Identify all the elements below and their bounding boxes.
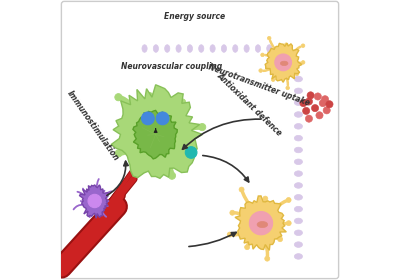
Ellipse shape xyxy=(294,242,302,248)
Circle shape xyxy=(295,72,299,76)
Ellipse shape xyxy=(267,45,272,52)
Text: Energy source: Energy source xyxy=(164,12,225,21)
Circle shape xyxy=(300,99,307,107)
Polygon shape xyxy=(133,110,177,159)
Text: Neurotransmitter uptake: Neurotransmitter uptake xyxy=(207,62,311,107)
Circle shape xyxy=(249,211,273,235)
Circle shape xyxy=(314,93,322,100)
Circle shape xyxy=(271,78,275,81)
Circle shape xyxy=(142,112,154,125)
Circle shape xyxy=(305,115,312,122)
Circle shape xyxy=(323,107,330,114)
Circle shape xyxy=(322,96,329,103)
Circle shape xyxy=(230,210,235,215)
Circle shape xyxy=(118,120,125,127)
Text: Immunostimulation: Immunostimulation xyxy=(66,89,121,163)
Circle shape xyxy=(182,150,190,157)
Text: Neurovascular coupling: Neurovascular coupling xyxy=(121,62,222,71)
Polygon shape xyxy=(111,85,202,178)
Circle shape xyxy=(286,86,290,90)
Ellipse shape xyxy=(294,135,302,141)
Circle shape xyxy=(301,60,305,64)
Ellipse shape xyxy=(294,254,302,259)
Ellipse shape xyxy=(294,147,302,153)
Ellipse shape xyxy=(294,76,302,82)
Circle shape xyxy=(115,150,122,157)
Ellipse shape xyxy=(294,218,302,224)
Circle shape xyxy=(307,92,314,99)
Ellipse shape xyxy=(153,45,158,52)
Circle shape xyxy=(239,187,244,192)
Circle shape xyxy=(275,54,292,71)
Ellipse shape xyxy=(176,45,181,52)
Ellipse shape xyxy=(294,230,302,235)
Circle shape xyxy=(284,43,288,46)
Circle shape xyxy=(227,232,232,237)
Polygon shape xyxy=(265,43,302,82)
Polygon shape xyxy=(80,185,108,218)
Ellipse shape xyxy=(294,100,302,106)
Text: Antioxidant defence: Antioxidant defence xyxy=(215,71,284,138)
Ellipse shape xyxy=(294,206,302,212)
Circle shape xyxy=(178,99,186,106)
Ellipse shape xyxy=(199,45,204,52)
Circle shape xyxy=(259,69,262,72)
Circle shape xyxy=(261,53,264,57)
Circle shape xyxy=(245,245,250,250)
Circle shape xyxy=(198,123,206,131)
Circle shape xyxy=(185,147,197,158)
Circle shape xyxy=(115,94,122,101)
Ellipse shape xyxy=(142,45,147,52)
Circle shape xyxy=(301,44,305,48)
Ellipse shape xyxy=(294,112,302,117)
FancyBboxPatch shape xyxy=(61,1,339,279)
Ellipse shape xyxy=(165,45,170,52)
Ellipse shape xyxy=(210,45,215,52)
Polygon shape xyxy=(235,196,286,250)
Circle shape xyxy=(267,36,271,40)
Circle shape xyxy=(286,197,291,202)
Circle shape xyxy=(312,104,319,112)
Circle shape xyxy=(263,196,268,201)
Circle shape xyxy=(286,221,291,226)
Ellipse shape xyxy=(294,171,302,176)
Circle shape xyxy=(168,172,176,179)
Ellipse shape xyxy=(221,45,226,52)
Ellipse shape xyxy=(294,183,302,188)
Ellipse shape xyxy=(294,88,302,94)
Ellipse shape xyxy=(257,221,268,228)
Circle shape xyxy=(138,167,145,174)
Circle shape xyxy=(156,112,169,125)
Ellipse shape xyxy=(233,45,238,52)
Ellipse shape xyxy=(187,45,192,52)
Ellipse shape xyxy=(294,123,302,129)
Circle shape xyxy=(185,136,192,143)
Circle shape xyxy=(146,92,153,100)
Circle shape xyxy=(316,112,323,119)
Ellipse shape xyxy=(294,195,302,200)
Ellipse shape xyxy=(280,61,288,66)
Ellipse shape xyxy=(255,45,260,52)
Circle shape xyxy=(305,98,312,105)
Circle shape xyxy=(319,99,326,107)
Circle shape xyxy=(302,107,310,115)
Circle shape xyxy=(326,101,333,108)
Ellipse shape xyxy=(244,45,249,52)
Ellipse shape xyxy=(294,159,302,165)
Circle shape xyxy=(265,256,270,261)
Circle shape xyxy=(278,237,282,242)
Circle shape xyxy=(88,194,101,208)
